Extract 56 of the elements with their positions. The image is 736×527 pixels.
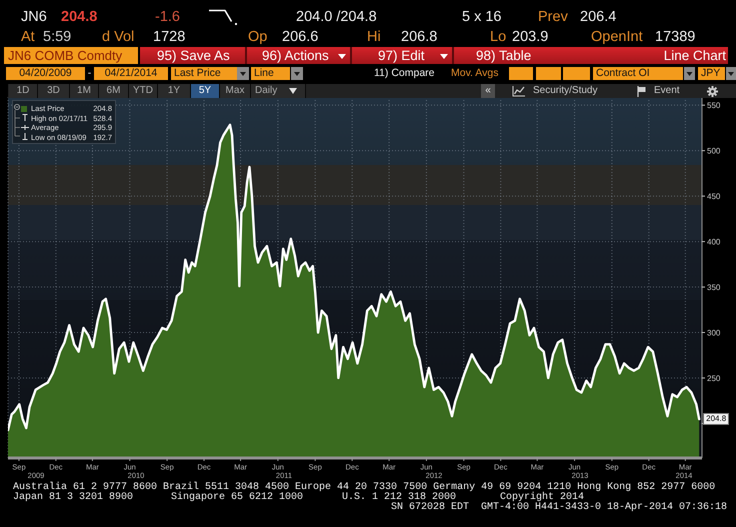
select-field: Contract OI	[593, 67, 683, 80]
select-field: Last Price	[171, 67, 237, 80]
text: 11) Compare	[374, 67, 434, 79]
tab: 1D	[9, 84, 37, 98]
text: Japan 81 3 3201 8900	[13, 492, 134, 503]
select-field: JPY	[698, 67, 725, 80]
text: 206.8	[401, 29, 438, 45]
y-tick-label: 500	[707, 146, 721, 156]
tab: 6M	[99, 84, 128, 98]
text: At	[21, 29, 35, 45]
y-tick-label: 550	[707, 101, 721, 110]
date-field: 04/20/2009	[6, 67, 85, 80]
y-tick-label: 250	[707, 374, 721, 383]
tab: 1Y	[158, 84, 190, 98]
tab: Daily	[251, 84, 305, 98]
text: Event	[654, 85, 680, 96]
date-field: 04/21/2014	[94, 67, 168, 80]
y-tick-label: 300	[707, 328, 721, 338]
tab: 3D	[38, 84, 69, 98]
text: Mov. Avgs	[451, 67, 498, 79]
text: SN 672028 EDT GMT-4:00 H441-3433-0 18-Apr-2014 07:36:18	[390, 502, 727, 513]
text: Australia 61 2 9777 8600 Brazil 5511 3048 4500 Europe 44 20 7330 7500 Germany 49 69 9204 1210 Hong Kong 852 2977 6000	[13, 482, 716, 493]
y-tick-label: 450	[707, 192, 721, 201]
text: 204.8	[61, 9, 98, 25]
text: 206.6	[282, 29, 318, 45]
tab: Max	[220, 84, 250, 98]
price-tag: 204.8	[703, 413, 730, 426]
y-tick-label: 350	[707, 282, 721, 292]
text: d Vol	[102, 29, 134, 45]
text: -1.6	[155, 9, 180, 25]
text: Lo	[490, 29, 506, 45]
select-field: Line	[251, 67, 290, 80]
text: 1728	[153, 29, 186, 45]
y-tick-label: 400	[707, 237, 721, 246]
text: Prev	[538, 9, 568, 25]
text: -	[88, 67, 92, 79]
tab: 1M	[70, 84, 98, 98]
text: Hi	[367, 29, 381, 45]
text: 5:59	[43, 29, 72, 45]
text: Line Chart	[664, 48, 726, 63]
collapse-button: «	[481, 84, 495, 98]
text: Security/Study	[533, 85, 598, 96]
text: 204.0 /204.8	[296, 9, 377, 25]
tab: YTD	[129, 84, 157, 98]
text: Copyright 2014	[500, 492, 584, 503]
text: OpenInt	[591, 29, 643, 45]
text: Op	[248, 29, 268, 45]
text: Singapore 65 6212 1000	[171, 492, 304, 503]
text: 5 x 16	[462, 9, 502, 25]
selected-tab: 5Y	[191, 84, 219, 98]
ticker-field: JN6 COMB Comdty	[4, 47, 138, 64]
text: 203.9	[512, 29, 548, 45]
text: U.S. 1 212 318 2000	[342, 492, 456, 503]
text: 206.4	[580, 9, 616, 25]
text: JN6	[21, 9, 47, 25]
text: 17389	[655, 29, 696, 45]
